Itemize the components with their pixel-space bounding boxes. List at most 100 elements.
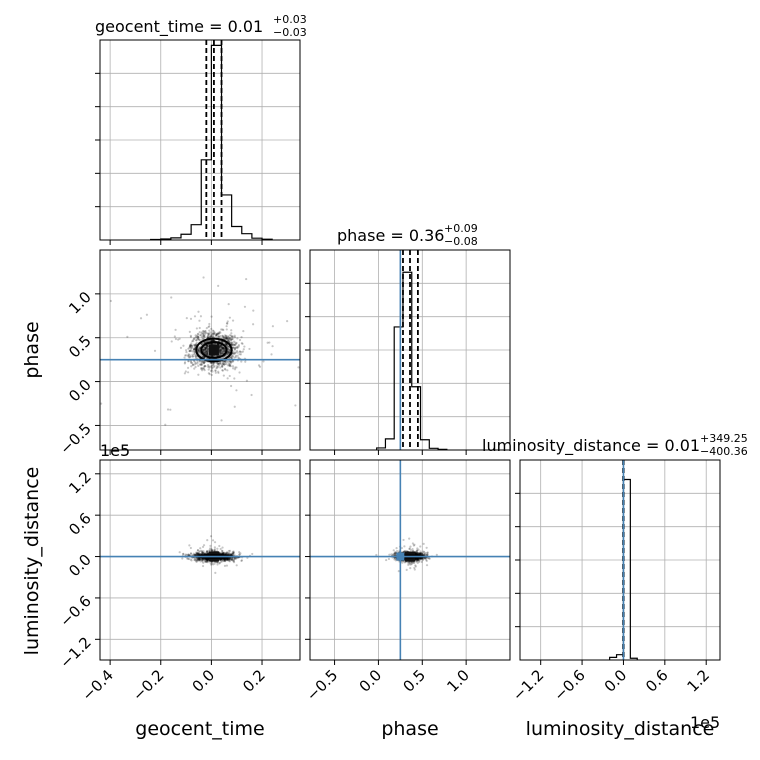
scatter-point <box>218 551 222 554</box>
scatter-point <box>423 557 426 560</box>
scatter-point <box>194 342 197 345</box>
scatter-point <box>415 560 418 563</box>
scatter-point <box>219 345 222 348</box>
xtick-label-luminosity_distance: −1.2 <box>509 666 547 704</box>
scatter-point <box>222 360 225 363</box>
scatter-point <box>228 334 232 337</box>
scatter-point <box>221 351 224 354</box>
scatter-point <box>204 347 208 350</box>
scatter-point <box>219 558 222 561</box>
scatter-point <box>271 325 274 328</box>
scatter-point <box>145 313 149 316</box>
scatter-point <box>188 344 192 347</box>
scatter-point <box>229 362 232 365</box>
scatter-point <box>231 553 234 556</box>
scatter-point <box>191 350 194 353</box>
scatter-point <box>223 348 227 352</box>
scatter-point <box>210 562 213 565</box>
scatter-point <box>415 558 418 561</box>
scatter-point <box>404 549 407 553</box>
scatter-point <box>209 334 212 337</box>
scatter-point <box>422 557 425 561</box>
scatter-point <box>206 353 209 356</box>
scatter-point <box>227 350 230 353</box>
scatter-point <box>230 558 234 562</box>
scatter-point <box>222 552 225 555</box>
scatter-point <box>239 353 242 356</box>
ytick-label-phase: 1.0 <box>65 288 95 318</box>
scatter-point <box>205 552 208 555</box>
scatter-point <box>206 346 209 349</box>
scatter-point <box>233 352 236 355</box>
scatter-point <box>425 558 428 561</box>
scatter-point <box>229 360 232 363</box>
scatter-point <box>205 352 209 356</box>
scatter-point <box>218 335 221 339</box>
scatter-point <box>228 559 231 562</box>
scatter-point <box>214 334 218 337</box>
scatter-point <box>194 334 197 337</box>
scatter-point <box>231 558 234 561</box>
scatter-point <box>210 366 214 369</box>
scatter-point <box>192 343 195 346</box>
scatter-point <box>208 366 211 369</box>
scatter-point <box>239 552 242 555</box>
scatter-point <box>420 557 423 560</box>
scatter-point <box>193 337 196 340</box>
scatter-point <box>420 552 424 555</box>
scatter-point <box>222 558 226 561</box>
scatter-point <box>225 564 229 567</box>
scatter-point <box>207 325 210 329</box>
scatter-point <box>231 559 234 562</box>
scatter-point <box>233 343 236 347</box>
scatter-point <box>206 352 209 355</box>
scatter-point <box>187 353 190 356</box>
scatter-point <box>199 553 202 556</box>
scatter-point <box>199 334 202 337</box>
scatter-point <box>232 352 235 355</box>
title-luminosity-distance-sub: −400.36 <box>700 445 748 458</box>
scatter-point <box>195 334 198 338</box>
scatter-point <box>197 559 200 562</box>
scatter-point <box>228 349 231 352</box>
scatter-point <box>237 343 240 347</box>
scatter-point <box>214 371 217 374</box>
scatter-point <box>200 332 203 335</box>
scatter-point <box>183 361 187 364</box>
scatter-point <box>423 553 426 556</box>
scatter-point <box>408 563 411 566</box>
scatter-point <box>419 552 422 555</box>
scatter-point <box>187 553 190 556</box>
scatter-point <box>392 549 395 552</box>
scatter-point <box>187 553 190 556</box>
xlabel-geocent-time: geocent_time <box>135 718 264 740</box>
scatter-point <box>198 557 201 560</box>
scatter-point <box>206 353 209 356</box>
scatter-point <box>232 550 235 553</box>
scatter-point <box>226 377 229 380</box>
xtick-label-luminosity_distance: 0.0 <box>601 666 631 696</box>
scatter-point <box>201 545 205 549</box>
scatter-point <box>206 558 209 562</box>
scatter-point <box>222 349 225 352</box>
scatter-point <box>196 549 200 552</box>
scatter-point <box>225 337 229 341</box>
scatter-point <box>208 332 211 335</box>
scatter-point <box>226 320 229 323</box>
scatter-point <box>202 342 205 345</box>
scatter-point <box>232 551 235 554</box>
scatter-panel-geocent_time-phase-content <box>100 276 300 426</box>
scatter-point <box>231 343 234 346</box>
scatter-point <box>183 362 186 365</box>
scatter-point <box>226 353 229 356</box>
scatter-point <box>198 330 201 334</box>
scatter-point <box>244 360 247 363</box>
scatter-point <box>419 552 422 556</box>
scatter-point <box>219 346 222 349</box>
scatter-point <box>415 552 418 555</box>
scatter-point <box>403 561 406 564</box>
scatter-point <box>419 553 422 556</box>
scatter-point <box>416 559 420 562</box>
scatter-point <box>213 548 217 551</box>
scatter-point <box>206 560 209 563</box>
